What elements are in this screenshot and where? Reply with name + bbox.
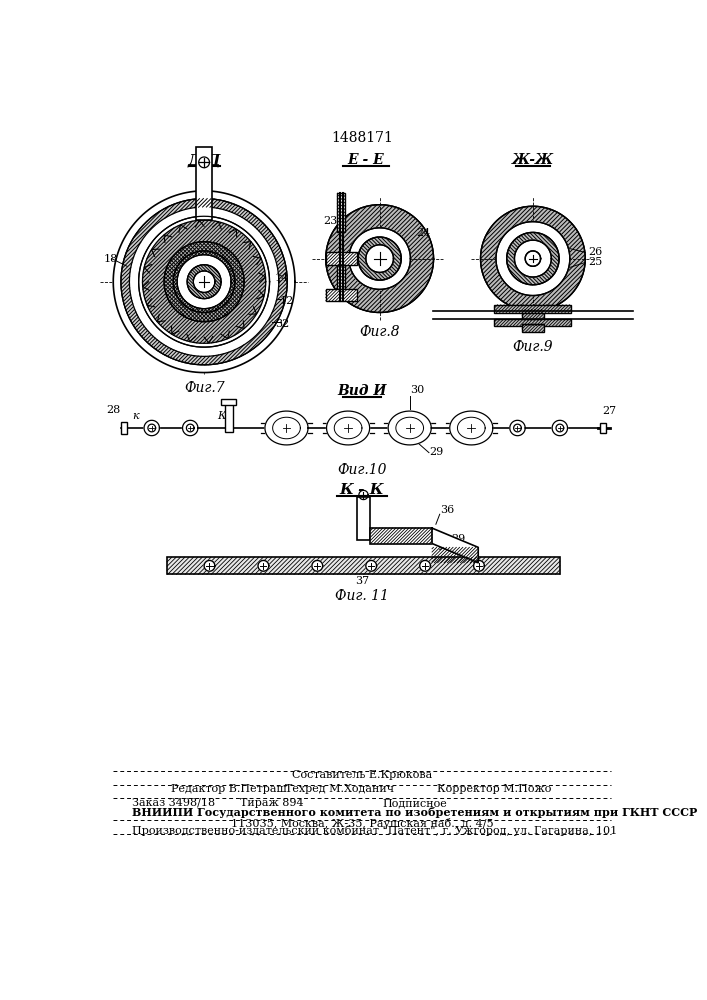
Text: Составитель Е.Крюкова: Составитель Е.Крюкова xyxy=(292,770,432,780)
Bar xyxy=(326,289,356,301)
Bar xyxy=(522,324,544,332)
Text: Подписное: Подписное xyxy=(382,798,448,808)
Polygon shape xyxy=(474,560,484,571)
Polygon shape xyxy=(312,560,322,571)
Text: 27: 27 xyxy=(602,406,617,416)
Text: Фиг. 11: Фиг. 11 xyxy=(335,589,389,603)
Bar xyxy=(121,422,127,434)
Polygon shape xyxy=(366,245,394,272)
Polygon shape xyxy=(525,251,541,266)
Polygon shape xyxy=(144,420,160,436)
Text: К - К: К - К xyxy=(339,483,385,497)
Text: ВНИИПИ Государственного комитета по изобретениям и открытиям при ГКНТ СССР: ВНИИПИ Государственного комитета по изоб… xyxy=(132,808,698,818)
Polygon shape xyxy=(515,240,551,277)
Text: Редактор В.Петраш: Редактор В.Петраш xyxy=(171,784,287,794)
Polygon shape xyxy=(139,216,269,347)
Polygon shape xyxy=(514,424,521,432)
Text: 18: 18 xyxy=(104,254,118,264)
Text: Фиг.9: Фиг.9 xyxy=(513,340,553,354)
Polygon shape xyxy=(388,411,431,445)
Polygon shape xyxy=(327,411,370,445)
Text: Д-Д: Д-Д xyxy=(187,153,221,167)
Bar xyxy=(337,193,345,232)
Polygon shape xyxy=(113,191,295,373)
Polygon shape xyxy=(507,232,559,285)
Bar xyxy=(326,252,356,265)
Polygon shape xyxy=(556,424,563,432)
Text: 29: 29 xyxy=(429,447,443,457)
Text: 36: 36 xyxy=(440,505,454,515)
Polygon shape xyxy=(358,237,402,280)
Text: 1488171: 1488171 xyxy=(331,131,393,145)
Bar xyxy=(225,401,233,432)
Bar xyxy=(356,497,370,540)
Text: Корректор М.Пожо: Корректор М.Пожо xyxy=(437,784,551,794)
Text: Е - Е: Е - Е xyxy=(347,153,384,167)
Text: 26: 26 xyxy=(588,247,602,257)
Text: Фиг.7: Фиг.7 xyxy=(184,381,224,395)
Polygon shape xyxy=(148,424,156,432)
Polygon shape xyxy=(496,222,570,296)
Polygon shape xyxy=(187,265,221,299)
Polygon shape xyxy=(510,420,525,436)
Bar xyxy=(221,399,236,405)
Bar xyxy=(494,319,571,326)
Bar xyxy=(600,423,606,433)
Text: К: К xyxy=(217,411,226,421)
Polygon shape xyxy=(552,420,568,436)
Bar xyxy=(167,557,560,574)
Text: Техред М.Ходанич: Техред М.Ходанич xyxy=(285,784,394,794)
Polygon shape xyxy=(121,199,287,365)
Polygon shape xyxy=(258,560,269,571)
Polygon shape xyxy=(173,251,235,312)
Text: Заказ 3498/18: Заказ 3498/18 xyxy=(132,798,216,808)
Polygon shape xyxy=(432,528,478,563)
Polygon shape xyxy=(187,424,194,432)
Polygon shape xyxy=(481,206,585,311)
Text: Тираж 894: Тираж 894 xyxy=(240,798,304,808)
Text: Фиг.8: Фиг.8 xyxy=(359,325,400,339)
Polygon shape xyxy=(129,207,279,356)
Polygon shape xyxy=(349,228,411,289)
Bar xyxy=(197,147,212,220)
Text: 28: 28 xyxy=(106,405,120,415)
Text: 113035, Москва, Ж-35, Раушская наб., д. 4/5: 113035, Москва, Ж-35, Раушская наб., д. … xyxy=(230,818,493,829)
Text: 12: 12 xyxy=(279,296,294,306)
Text: Фиг.10: Фиг.10 xyxy=(337,463,387,477)
Polygon shape xyxy=(177,255,231,309)
Polygon shape xyxy=(164,242,244,322)
Polygon shape xyxy=(420,560,431,571)
Polygon shape xyxy=(182,420,198,436)
Text: Вид И: Вид И xyxy=(337,384,387,398)
Polygon shape xyxy=(450,411,493,445)
Text: 23: 23 xyxy=(324,216,338,226)
Polygon shape xyxy=(265,411,308,445)
Text: к: к xyxy=(132,411,139,421)
Polygon shape xyxy=(204,560,215,571)
Text: 29: 29 xyxy=(451,534,465,544)
Text: 32: 32 xyxy=(275,319,289,329)
Bar xyxy=(522,309,544,320)
Text: 30: 30 xyxy=(409,385,424,395)
Polygon shape xyxy=(366,560,377,571)
Bar xyxy=(337,265,345,289)
Text: Производственно-издательский комбинат "Патент", г. Ужгород, ул. Гагарина, 101: Производственно-издательский комбинат "П… xyxy=(132,825,618,836)
Text: 14: 14 xyxy=(275,273,289,283)
Text: Ж-Ж: Ж-Ж xyxy=(512,153,554,167)
Text: 37: 37 xyxy=(355,576,369,586)
Polygon shape xyxy=(193,271,215,292)
Polygon shape xyxy=(326,205,433,312)
Bar xyxy=(370,528,432,544)
Bar xyxy=(494,305,571,312)
Text: 25: 25 xyxy=(588,257,602,267)
Polygon shape xyxy=(143,220,266,343)
Text: 24: 24 xyxy=(416,228,430,237)
